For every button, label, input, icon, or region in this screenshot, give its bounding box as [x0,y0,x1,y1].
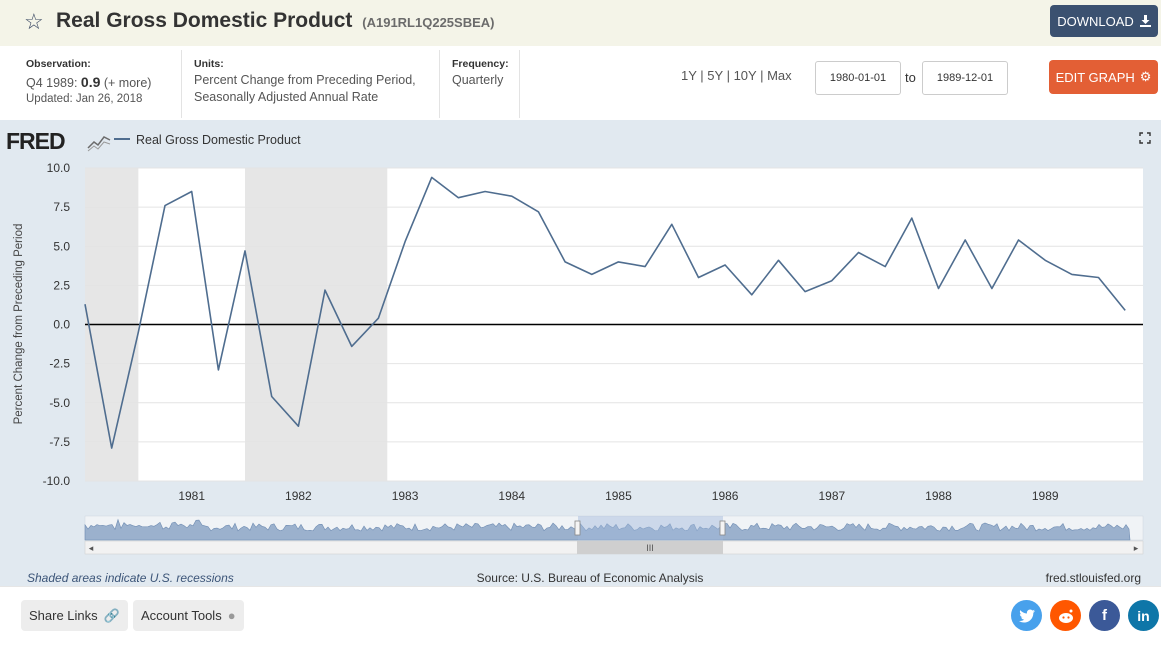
frequency-label: Frequency: [452,58,509,70]
divider [439,50,440,118]
range-1y-link[interactable]: 1Y [681,68,697,83]
more-link[interactable]: (+ more) [103,76,152,90]
reddit-icon[interactable] [1050,600,1081,631]
navigator-selection[interactable] [578,516,723,540]
page-title: Real Gross Domestic Product (A191RL1Q225… [56,9,494,33]
site-link[interactable]: fred.stlouisfed.org [1046,571,1141,585]
y-tick-label: 10.0 [47,161,71,175]
fred-logo-icon [87,136,111,152]
x-tick-label: 1983 [392,489,419,503]
observation-value: 0.9 [80,74,101,90]
range-10y-link[interactable]: 10Y [733,68,757,83]
y-tick-label: -10.0 [43,474,71,488]
edit-graph-button[interactable]: EDIT GRAPH ⚙ [1049,60,1158,94]
scrollbar-grip: III [646,543,654,553]
x-tick-label: 1981 [178,489,205,503]
end-date-input[interactable]: 1989-12-01 [922,61,1008,95]
observation-period: Q4 1989: [26,76,78,90]
range-max-link[interactable]: Max [767,68,792,83]
edit-graph-label: EDIT GRAPH [1055,69,1135,85]
y-tick-label: -5.0 [49,396,70,410]
recession-note: Shaded areas indicate U.S. recessions [27,571,234,585]
y-axis-label: Percent Change from Preceding Period [13,224,25,425]
account-tools-label: Account Tools [141,608,222,623]
y-tick-label: 0.0 [53,318,70,332]
updated-date: Updated: Jan 26, 2018 [26,93,143,105]
user-icon: ● [227,608,236,623]
y-tick-label: -7.5 [49,435,70,449]
chart-svg: FRED Real Gross Domestic Product 10.0 7.5… [6,128,1151,585]
x-tick-label: 1982 [285,489,312,503]
account-tools-button[interactable]: Account Tools ● [133,600,244,631]
download-button[interactable]: DOWNLOAD [1050,5,1158,37]
link-icon: 🔗 [103,607,120,623]
scroll-left-icon[interactable]: ◂ [89,543,94,553]
y-tick-label: 7.5 [53,200,70,214]
frequency-block: Frequency: Quarterly [452,50,520,118]
to-label: to [905,70,916,85]
x-tick-label: 1987 [818,489,845,503]
fullscreen-icon[interactable] [1139,132,1151,144]
y-tick-label: 2.5 [53,278,70,292]
units-line1: Percent Change from Preceding Period, [194,73,416,87]
range-links: 1Y | 5Y | 10Y | Max [681,68,792,83]
frequency-value: Quarterly [452,73,504,87]
series-id: (A191RL1Q225SBEA) [362,15,495,30]
units-block: Units: Percent Change from Preceding Per… [194,50,440,118]
x-tick-label: 1985 [605,489,632,503]
download-label: DOWNLOAD [1057,13,1134,29]
star-icon[interactable]: ☆ [24,9,44,34]
navigator-handle-right[interactable] [719,520,726,536]
navigator-handle-left[interactable] [574,520,581,536]
twitter-icon[interactable] [1011,600,1042,631]
observation-label: Observation: [26,58,91,70]
scrollbar-thumb[interactable] [577,541,723,554]
navigator-scrollbar[interactable]: III ◂ ▸ [84,540,1144,555]
units-label: Units: [194,58,224,70]
source-note: Source: U.S. Bureau of Economic Analysis [477,571,704,585]
y-tick-label: -2.5 [49,357,70,371]
units-line2: Seasonally Adjusted Annual Rate [194,90,379,104]
observation-block: Observation: Q4 1989: 0.9 (+ more) Updat… [26,50,182,118]
x-tick-label: 1988 [925,489,952,503]
x-tick-label: 1989 [1032,489,1059,503]
x-tick-label: 1984 [498,489,525,503]
header-bar: ☆ Real Gross Domestic Product (A191RL1Q2… [0,0,1161,46]
series-line-real-gdp [84,176,1126,449]
x-tick-label: 1986 [712,489,739,503]
range-5y-link[interactable]: 5Y [707,68,723,83]
share-links-button[interactable]: Share Links 🔗 [21,600,128,631]
scroll-right-icon[interactable]: ▸ [1134,543,1139,553]
series-title: Real Gross Domestic Product [56,9,353,32]
facebook-icon[interactable]: f [1089,600,1120,631]
share-links-label: Share Links [29,608,98,623]
download-icon [1139,15,1151,27]
navigator[interactable] [84,515,1144,541]
divider [519,50,520,118]
legend-label: Real Gross Domestic Product [136,133,301,147]
gear-icon: ⚙ [1139,69,1152,84]
fred-logo: FRED [6,128,65,154]
divider [181,50,182,118]
y-tick-label: 5.0 [53,239,70,253]
start-date-input[interactable]: 1980-01-01 [815,61,901,95]
linkedin-icon[interactable]: in [1128,600,1159,631]
graph-panel: FRED Real Gross Domestic Product 10.0 7.5… [0,120,1161,586]
